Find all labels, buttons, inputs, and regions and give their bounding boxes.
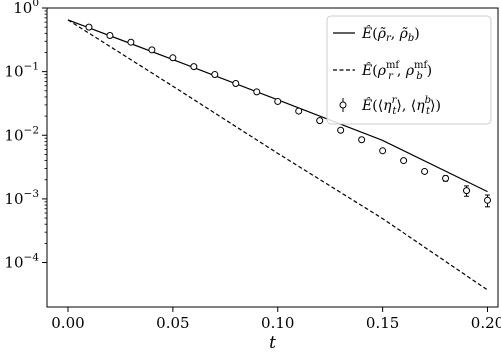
legend-label-0: Ê(ρ̃r, ρ̃b) (361, 24, 420, 44)
data-point (190, 63, 198, 71)
legend-box (326, 15, 492, 125)
legend-item-1: Ê(ρmf r, ρmf b) (333, 60, 432, 82)
series-line-1 (67, 19, 488, 291)
legend-label-2: Ê(⟨ηr t⟩, ⟨ηb t⟩) (361, 95, 441, 117)
x-tick-label-1: 0.05 (156, 314, 189, 332)
x-tick-label-3: 0.15 (366, 314, 399, 332)
y-tick-label-0: 100 (13, 0, 39, 17)
data-point (85, 23, 93, 31)
data-point (169, 54, 177, 62)
data-point (358, 136, 366, 144)
data-point (253, 88, 261, 96)
x-tick-label-4: 0.20 (471, 314, 501, 332)
data-point (274, 97, 282, 105)
x-tick-label-0: 0.00 (51, 314, 84, 332)
legend-marker (339, 101, 347, 109)
data-point (295, 107, 303, 115)
data-point (127, 38, 135, 46)
data-point (400, 157, 408, 165)
plot-content (67, 19, 492, 291)
y-tick-label-2: 10−2 (4, 124, 39, 144)
data-point (442, 174, 450, 182)
x-axis: 0.00 0.05 0.10 0.15 0.20 (51, 307, 501, 332)
legend-item-2: Ê(⟨ηr t⟩, ⟨ηb t⟩) (339, 95, 441, 117)
legend-label-1: Ê(ρmf r, ρmf b) (361, 60, 432, 82)
plot-frame (46, 7, 499, 308)
x-axis-title: t (269, 333, 276, 353)
x-tick-label-2: 0.10 (261, 314, 294, 332)
data-point (106, 31, 114, 39)
y-tick-label-1: 10−1 (4, 61, 39, 81)
data-point (232, 80, 240, 88)
legend-item-0: Ê(ρ̃r, ρ̃b) (333, 24, 420, 44)
data-point (463, 187, 471, 195)
data-point (211, 71, 219, 79)
data-point (337, 126, 345, 134)
data-point (484, 196, 492, 204)
y-tick-label-3: 10−3 (4, 188, 39, 208)
data-point (316, 117, 324, 125)
data-point (379, 147, 387, 155)
y-tick-label-4: 10−4 (4, 252, 39, 272)
legend: Ê(ρ̃r, ρ̃b) Ê(ρmf r, ρmf b) Ê(⟨ηr t⟩, ⟨ηb t⟩) (326, 15, 492, 125)
data-point (421, 167, 429, 175)
data-point (148, 46, 156, 54)
